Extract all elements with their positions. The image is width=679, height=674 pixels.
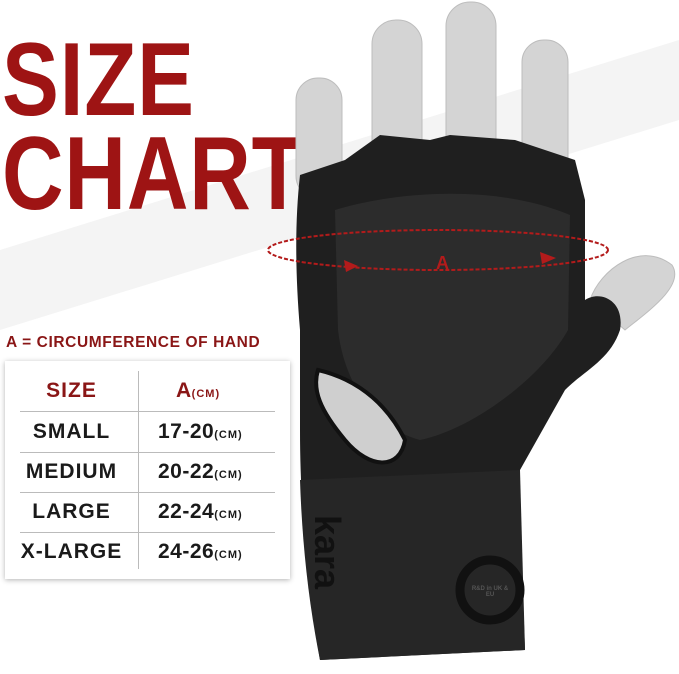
divider — [20, 492, 275, 493]
size-cell: LARGE — [32, 500, 111, 523]
size-cell: MEDIUM — [25, 460, 118, 483]
range-unit: (CM) — [214, 549, 243, 561]
divider — [20, 532, 275, 533]
table-row: SMALL 17-20(CM) — [5, 412, 290, 452]
badge-icon — [455, 555, 525, 625]
range-value: 24-26 — [158, 540, 215, 563]
range-value: 22-24 — [158, 500, 215, 523]
table-header: SIZE A(CM) — [5, 371, 290, 411]
divider — [20, 411, 275, 412]
range-value: 17-20 — [158, 420, 215, 443]
range-unit: (CM) — [214, 429, 243, 441]
range-unit: (CM) — [214, 469, 243, 481]
title-size: SIZE — [2, 22, 195, 138]
range-value: 20-22 — [158, 460, 215, 483]
title-chart: CHART — [2, 116, 305, 232]
range-cell: 24-26(CM) — [138, 540, 290, 564]
wrist-opening — [314, 367, 408, 465]
header-measure: A(CM) — [138, 379, 290, 403]
measure-label: A — [436, 253, 449, 273]
header-measure-label: A — [176, 379, 192, 402]
size-cell: SMALL — [32, 420, 111, 443]
caption: A = CIRCUMFERENCE OF HAND — [6, 334, 261, 351]
mesh-palm — [335, 193, 570, 440]
badge-text: R&D in UK & EU — [471, 586, 509, 598]
table-row: X-LARGE 24-26(CM) — [5, 532, 290, 572]
header-size: SIZE — [46, 379, 97, 402]
range-cell: 20-22(CM) — [138, 460, 290, 484]
divider — [20, 452, 275, 453]
column-divider — [138, 371, 139, 569]
brand-logo: kara — [307, 515, 348, 590]
header-unit: (CM) — [191, 388, 221, 400]
arrow-head-right — [540, 252, 556, 264]
table-row: MEDIUM 20-22(CM) — [5, 452, 290, 492]
circumference-arrow — [267, 229, 609, 271]
size-cell: X-LARGE — [20, 540, 123, 563]
range-unit: (CM) — [214, 509, 243, 521]
range-cell: 22-24(CM) — [138, 500, 290, 524]
arrow-head-left — [344, 260, 358, 272]
range-cell: 17-20(CM) — [138, 420, 290, 444]
size-table: SIZE A(CM) SMALL 17-20(CM) MEDIUM 20-22(… — [5, 361, 290, 579]
table-row: LARGE 22-24(CM) — [5, 492, 290, 532]
